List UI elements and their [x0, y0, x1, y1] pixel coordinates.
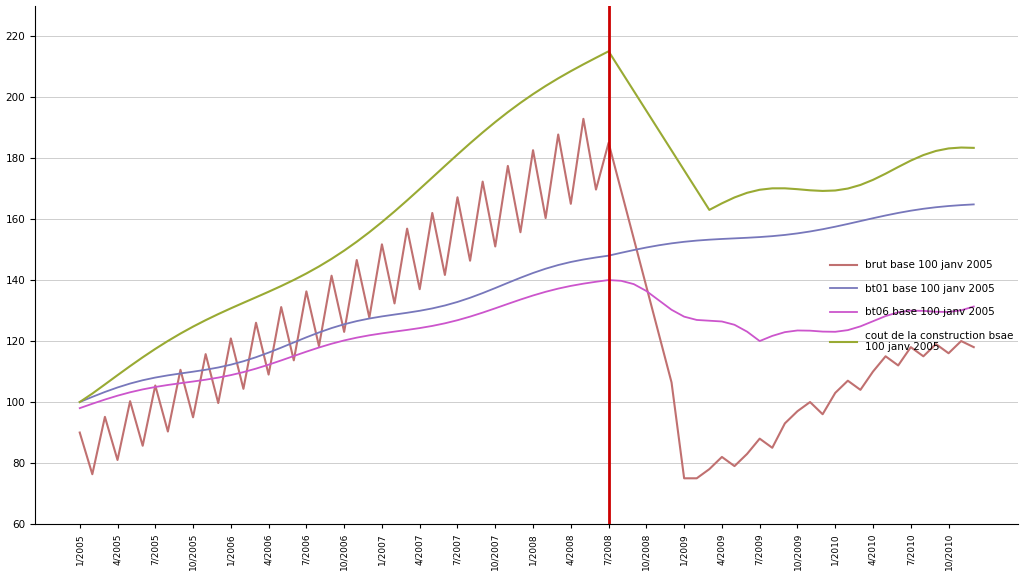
bt06 base 100 janv 2005 — [690, 316, 702, 323]
brut base 100 janv 2005 — [376, 241, 388, 248]
brut base 100 janv 2005 — [703, 465, 716, 472]
brut base 100 janv 2005 — [200, 351, 212, 358]
cout de la construction bsae
100 janv 2005 — [376, 219, 388, 226]
Line: bt06 base 100 janv 2005: bt06 base 100 janv 2005 — [80, 280, 974, 408]
bt01 base 100 janv 2005 — [288, 339, 300, 346]
cout de la construction bsae
100 janv 2005 — [74, 399, 86, 406]
bt01 base 100 janv 2005 — [968, 201, 980, 208]
bt01 base 100 janv 2005 — [74, 399, 86, 406]
bt06 base 100 janv 2005 — [288, 353, 300, 359]
bt01 base 100 janv 2005 — [678, 238, 690, 245]
cout de la construction bsae
100 janv 2005 — [578, 61, 590, 68]
brut base 100 janv 2005 — [74, 429, 86, 436]
bt06 base 100 janv 2005 — [74, 405, 86, 412]
Legend: brut base 100 janv 2005, bt01 base 100 janv 2005, bt06 base 100 janv 2005, cout : brut base 100 janv 2005, bt01 base 100 j… — [830, 260, 1013, 353]
brut base 100 janv 2005 — [678, 475, 690, 482]
bt06 base 100 janv 2005 — [376, 330, 388, 337]
bt06 base 100 janv 2005 — [578, 280, 590, 287]
bt01 base 100 janv 2005 — [376, 313, 388, 320]
brut base 100 janv 2005 — [653, 331, 666, 338]
brut base 100 janv 2005 — [968, 344, 980, 351]
Line: brut base 100 janv 2005: brut base 100 janv 2005 — [80, 119, 974, 478]
cout de la construction bsae
100 janv 2005 — [968, 145, 980, 151]
brut base 100 janv 2005 — [590, 186, 602, 193]
bt01 base 100 janv 2005 — [200, 366, 212, 373]
bt06 base 100 janv 2005 — [968, 303, 980, 310]
bt06 base 100 janv 2005 — [653, 297, 666, 304]
cout de la construction bsae
100 janv 2005 — [602, 48, 614, 55]
bt01 base 100 janv 2005 — [578, 256, 590, 263]
cout de la construction bsae
100 janv 2005 — [690, 187, 702, 194]
brut base 100 janv 2005 — [578, 115, 590, 122]
cout de la construction bsae
100 janv 2005 — [653, 127, 666, 134]
cout de la construction bsae
100 janv 2005 — [200, 317, 212, 324]
cout de la construction bsae
100 janv 2005 — [288, 276, 300, 283]
bt06 base 100 janv 2005 — [200, 376, 212, 383]
Line: bt01 base 100 janv 2005: bt01 base 100 janv 2005 — [80, 204, 974, 402]
bt06 base 100 janv 2005 — [602, 276, 614, 283]
bt01 base 100 janv 2005 — [640, 244, 652, 251]
Line: cout de la construction bsae
100 janv 2005: cout de la construction bsae 100 janv 20… — [80, 51, 974, 402]
brut base 100 janv 2005 — [918, 353, 930, 360]
